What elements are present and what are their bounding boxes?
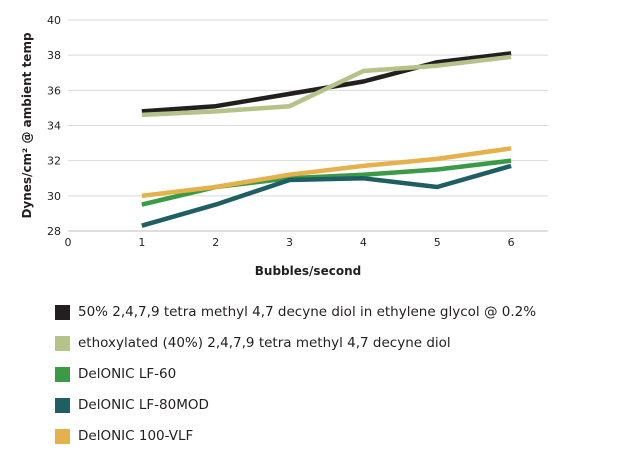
legend-item: DelONIC LF-60 (55, 362, 536, 386)
legend-label: ethoxylated (40%) 2,4,7,9 tetra methyl 4… (78, 335, 451, 351)
y-tick-label: 28 (47, 225, 61, 238)
y-tick-label: 38 (47, 49, 61, 62)
y-tick-label: 32 (47, 155, 61, 168)
series-line-5 (141, 146, 512, 199)
legend-label: DelONIC LF-60 (78, 366, 177, 382)
y-tick-label: 30 (47, 190, 61, 203)
legend-item: DelONIC 100-VLF (55, 424, 536, 448)
x-axis-title: Bubbles/second (255, 264, 361, 278)
y-tick-label: 40 (47, 14, 61, 27)
x-tick-label: 5 (434, 236, 441, 249)
legend-swatch (55, 428, 70, 444)
x-tick-label: 0 (65, 236, 72, 249)
x-tick-label: 1 (138, 236, 145, 249)
y-tick-label: 34 (47, 120, 61, 133)
legend-item: 50% 2,4,7,9 tetra methyl 4,7 decyne diol… (55, 300, 536, 324)
x-tick-labels: 0 1 2 3 4 5 6 (65, 236, 515, 249)
y-tick-label: 36 (47, 84, 61, 97)
series-line-2 (141, 54, 512, 118)
x-tick-label: 2 (212, 236, 219, 249)
legend-label: 50% 2,4,7,9 tetra methyl 4,7 decyne diol… (78, 304, 537, 320)
legend-item: DelONIC LF-80MOD (55, 393, 536, 417)
gridlines (68, 19, 548, 197)
x-tick-label: 4 (360, 236, 367, 249)
legend-swatch (55, 335, 70, 351)
y-axis-title: Dynes/cm² @ ambient temp (20, 32, 34, 218)
y-tick-labels: 28 30 32 34 36 38 40 (47, 14, 61, 238)
series-lines (141, 51, 512, 228)
legend-swatch (55, 304, 70, 320)
legend-label: DelONIC 100-VLF (78, 428, 194, 444)
legend: 50% 2,4,7,9 tetra methyl 4,7 decyne diol… (55, 300, 536, 455)
legend-label: DelONIC LF-80MOD (78, 397, 209, 413)
series-line-4 (141, 163, 512, 228)
x-tick-label: 3 (286, 236, 293, 249)
legend-swatch (55, 366, 70, 382)
legend-item: ethoxylated (40%) 2,4,7,9 tetra methyl 4… (55, 331, 536, 355)
x-tick-label: 6 (508, 236, 515, 249)
legend-swatch (55, 397, 70, 413)
